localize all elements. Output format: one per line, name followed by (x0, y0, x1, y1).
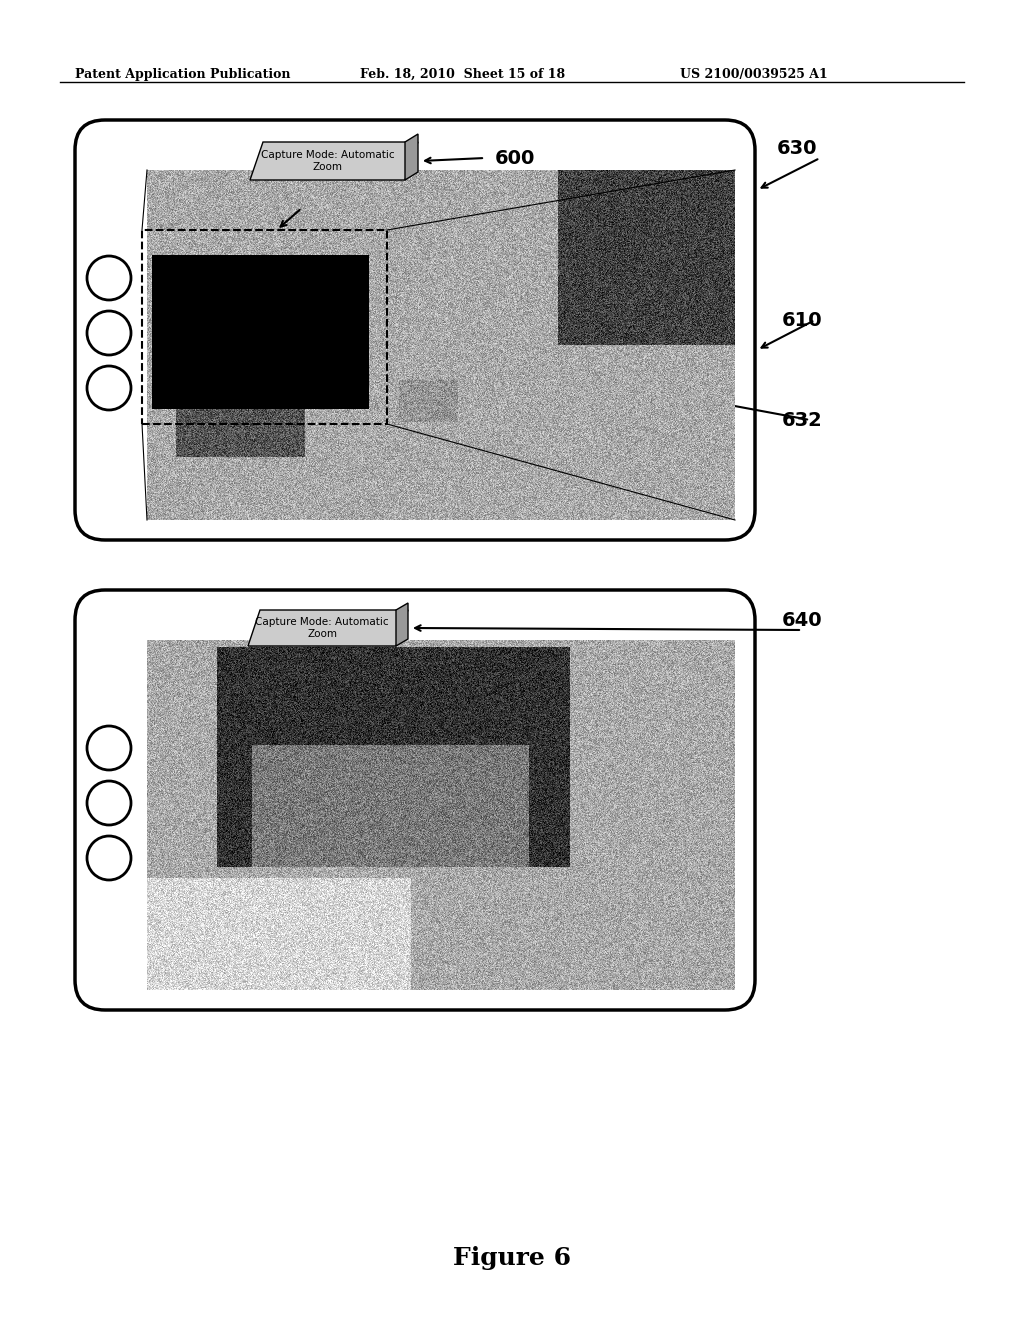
Circle shape (87, 726, 131, 770)
FancyBboxPatch shape (75, 590, 755, 1010)
Circle shape (87, 366, 131, 411)
Polygon shape (406, 135, 418, 180)
Text: 600: 600 (495, 149, 536, 168)
Bar (142, 230, 387, 424)
Circle shape (87, 781, 131, 825)
Text: 610: 610 (782, 310, 822, 330)
Polygon shape (396, 603, 408, 645)
Circle shape (87, 312, 131, 355)
Text: Capture Mode: Automatic
Zoom: Capture Mode: Automatic Zoom (255, 618, 389, 639)
FancyBboxPatch shape (75, 120, 755, 540)
Circle shape (87, 836, 131, 880)
Bar (152, 255, 369, 409)
Polygon shape (250, 143, 418, 180)
Text: Patent Application Publication: Patent Application Publication (75, 69, 291, 81)
Polygon shape (248, 610, 408, 645)
Circle shape (87, 256, 131, 300)
Text: 630: 630 (777, 139, 817, 157)
Text: Figure 6: Figure 6 (453, 1246, 571, 1270)
Text: US 2100/0039525 A1: US 2100/0039525 A1 (680, 69, 827, 81)
Text: Feb. 18, 2010  Sheet 15 of 18: Feb. 18, 2010 Sheet 15 of 18 (360, 69, 565, 81)
Text: Capture Mode: Automatic
Zoom: Capture Mode: Automatic Zoom (261, 150, 394, 172)
Text: 632: 632 (782, 411, 822, 429)
Text: 640: 640 (782, 610, 822, 630)
